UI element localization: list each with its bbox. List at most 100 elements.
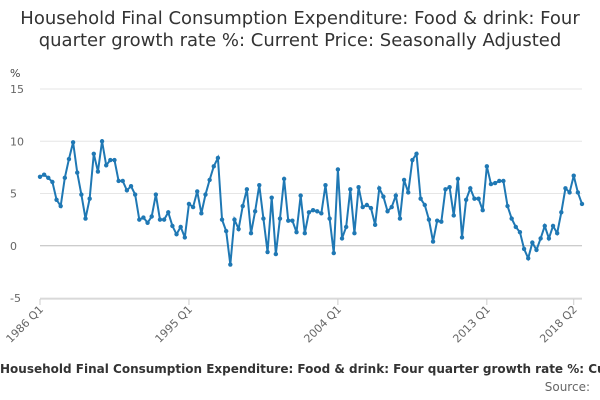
data-point[interactable] (501, 178, 506, 184)
data-point[interactable] (323, 182, 328, 188)
data-point[interactable] (372, 222, 378, 228)
data-point[interactable] (236, 226, 241, 232)
data-point[interactable] (538, 236, 543, 241)
data-point[interactable] (443, 187, 448, 192)
data-point[interactable] (575, 190, 581, 195)
data-point[interactable] (377, 186, 382, 191)
data-point[interactable] (393, 193, 399, 198)
data-point[interactable] (112, 157, 117, 163)
data-point[interactable] (414, 151, 419, 156)
data-point[interactable] (248, 231, 254, 236)
data-point[interactable] (517, 229, 523, 235)
data-point[interactable] (567, 190, 572, 195)
data-point[interactable] (497, 178, 502, 184)
data-point[interactable] (75, 170, 80, 175)
data-point[interactable] (95, 169, 101, 174)
data-point[interactable] (484, 164, 490, 169)
data-point[interactable] (120, 178, 125, 184)
data-point[interactable] (310, 208, 316, 213)
data-point[interactable] (401, 177, 407, 183)
data-point[interactable] (240, 203, 245, 209)
data-point[interactable] (356, 185, 361, 190)
data-point[interactable] (128, 183, 134, 189)
data-point[interactable] (439, 219, 444, 224)
data-point[interactable] (186, 201, 192, 207)
data-point[interactable] (91, 151, 96, 156)
data-point[interactable] (62, 175, 68, 181)
data-point[interactable] (50, 179, 55, 185)
data-point[interactable] (132, 192, 138, 197)
data-point[interactable] (182, 235, 188, 240)
data-point[interactable] (335, 167, 341, 172)
data-point[interactable] (343, 224, 349, 230)
data-point[interactable] (70, 140, 76, 145)
data-point[interactable] (389, 204, 394, 210)
data-point[interactable] (546, 236, 552, 241)
data-point[interactable] (563, 186, 568, 191)
data-point[interactable] (265, 249, 270, 255)
data-point[interactable] (252, 209, 258, 214)
data-point[interactable] (410, 157, 415, 163)
data-point[interactable] (459, 235, 465, 240)
data-point[interactable] (476, 196, 481, 201)
data-point[interactable] (331, 250, 336, 256)
data-point[interactable] (58, 203, 63, 209)
data-point[interactable] (455, 176, 461, 182)
data-point[interactable] (124, 188, 130, 193)
data-point[interactable] (41, 172, 47, 177)
data-point[interactable] (199, 211, 204, 216)
data-point[interactable] (509, 216, 514, 221)
data-point[interactable] (327, 216, 332, 221)
data-point[interactable] (273, 251, 279, 257)
data-point[interactable] (277, 216, 283, 221)
data-point[interactable] (406, 190, 411, 195)
data-point[interactable] (46, 175, 51, 181)
data-point[interactable] (550, 223, 556, 229)
data-point[interactable] (315, 209, 320, 214)
data-point[interactable] (108, 157, 113, 163)
data-point[interactable] (530, 240, 535, 245)
data-point[interactable] (219, 217, 225, 222)
data-point[interactable] (232, 217, 237, 222)
data-point[interactable] (83, 216, 88, 221)
data-point[interactable] (430, 239, 436, 244)
data-point[interactable] (294, 229, 299, 235)
data-point[interactable] (190, 204, 196, 210)
data-point[interactable] (492, 180, 498, 186)
data-point[interactable] (426, 217, 432, 222)
data-point[interactable] (463, 197, 469, 202)
data-point[interactable] (434, 218, 440, 223)
data-point[interactable] (513, 224, 519, 230)
data-point[interactable] (468, 186, 473, 191)
data-point[interactable] (157, 217, 163, 222)
data-point[interactable] (505, 203, 510, 209)
data-point[interactable] (348, 187, 353, 192)
data-point[interactable] (472, 196, 477, 201)
data-point[interactable] (37, 174, 43, 179)
data-point[interactable] (298, 193, 303, 198)
data-point[interactable] (542, 223, 547, 229)
data-point[interactable] (141, 215, 146, 220)
data-point[interactable] (170, 223, 175, 229)
data-point[interactable] (339, 236, 345, 241)
data-point[interactable] (451, 213, 456, 218)
data-point[interactable] (166, 210, 171, 215)
data-point[interactable] (203, 192, 208, 197)
data-point[interactable] (534, 247, 539, 253)
data-point[interactable] (526, 256, 531, 261)
data-point[interactable] (66, 156, 72, 162)
data-point[interactable] (559, 210, 564, 215)
data-point[interactable] (54, 197, 59, 202)
data-point[interactable] (290, 218, 295, 223)
data-point[interactable] (422, 202, 427, 208)
data-point[interactable] (360, 204, 365, 210)
data-point[interactable] (521, 246, 527, 252)
data-point[interactable] (223, 228, 229, 234)
data-point[interactable] (286, 218, 291, 223)
data-point[interactable] (397, 216, 403, 221)
data-point[interactable] (385, 209, 390, 214)
data-point[interactable] (480, 208, 485, 213)
data-point[interactable] (261, 216, 266, 221)
data-point[interactable] (195, 189, 200, 194)
data-point[interactable] (554, 231, 560, 236)
